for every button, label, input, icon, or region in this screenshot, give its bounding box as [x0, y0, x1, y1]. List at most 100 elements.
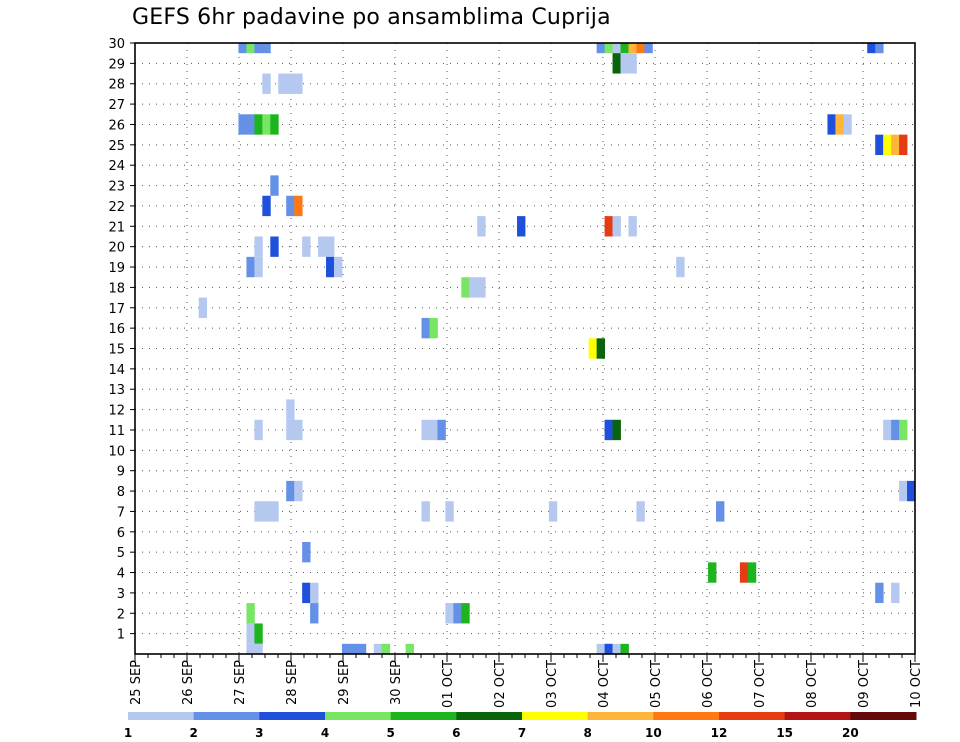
data-cell [596, 338, 605, 359]
data-cell [461, 277, 470, 298]
y-tick-label: 11 [108, 424, 125, 439]
data-cell [604, 643, 613, 654]
data-cell [286, 419, 295, 441]
y-tick-label: 4 [117, 567, 125, 582]
data-cell [644, 43, 653, 54]
data-cell [612, 216, 621, 237]
data-cell [246, 256, 255, 278]
x-tick-label: 06 OCT [701, 660, 716, 708]
data-cell [477, 216, 486, 237]
data-cell [612, 643, 621, 654]
data-cell [899, 134, 908, 156]
y-tick-label: 8 [117, 485, 125, 500]
y-tick-label: 5 [117, 546, 125, 561]
data-cell [246, 43, 255, 54]
x-tick-label: 08 OCT [805, 660, 820, 708]
data-cell [517, 216, 526, 237]
data-cell [294, 419, 303, 441]
data-cell [429, 419, 438, 441]
data-cell [302, 541, 311, 563]
data-cell [278, 73, 287, 94]
data-cell [875, 582, 884, 604]
data-cell [294, 73, 303, 94]
data-cell [254, 623, 263, 644]
cell-layer [198, 43, 915, 654]
data-cell [883, 134, 892, 156]
data-cell [835, 114, 844, 135]
data-cell [286, 73, 295, 94]
data-cell [469, 277, 478, 298]
data-cell [477, 277, 486, 298]
data-cell [286, 195, 295, 217]
data-cell [421, 317, 430, 339]
data-cell [286, 399, 295, 420]
y-tick-label: 16 [108, 322, 125, 337]
data-cell [628, 53, 637, 74]
y-tick-label: 21 [108, 220, 125, 235]
colorbar-label: 20 [842, 726, 859, 740]
data-cell [262, 43, 271, 54]
colorbar-swatch [784, 712, 851, 720]
data-cell [596, 43, 605, 54]
x-tick-label: 05 OCT [649, 660, 664, 708]
x-tick-label: 25 SEP [129, 660, 144, 705]
data-cell [461, 603, 470, 624]
data-cell [604, 419, 613, 441]
y-tick-label: 27 [108, 98, 125, 113]
data-cell [628, 43, 637, 54]
data-cell [891, 134, 900, 156]
data-cell [620, 53, 629, 74]
data-cell [747, 562, 757, 583]
data-cell [596, 643, 605, 654]
data-cell [270, 236, 279, 257]
y-tick-label: 26 [108, 118, 125, 133]
colorbar-label: 7 [518, 726, 526, 740]
y-tick-label: 3 [117, 587, 125, 602]
x-tick-label: 10 OCT [909, 660, 924, 708]
colorbar: 1 2 3 4 5 6 7 8 10 12 15 20 [124, 712, 917, 740]
y-tick-label: 28 [108, 78, 125, 93]
data-cell [262, 501, 271, 522]
data-cell [254, 419, 263, 441]
data-cell [612, 419, 621, 441]
colorbar-label: 8 [583, 726, 591, 740]
colorbar-label: 10 [645, 726, 662, 740]
colorbar-label: 1 [124, 726, 132, 740]
data-cell [333, 256, 343, 278]
data-cell [739, 562, 749, 583]
colorbar-swatch [128, 712, 195, 720]
data-cell [198, 297, 208, 318]
data-cell [246, 603, 255, 624]
data-cell [620, 643, 629, 654]
data-cell [421, 501, 430, 522]
x-tick-label: 03 OCT [545, 660, 560, 708]
y-tick-label: 13 [108, 383, 125, 398]
data-cell [437, 419, 446, 441]
data-cell [708, 562, 717, 583]
data-cell [270, 175, 279, 196]
data-cell [254, 236, 263, 257]
y-tick-label: 23 [108, 180, 125, 195]
y-tick-label: 1 [117, 628, 125, 643]
data-cell [310, 582, 319, 604]
data-cell [891, 582, 900, 604]
colorbar-swatch [259, 712, 326, 720]
data-cell [262, 73, 271, 94]
data-cell [349, 643, 359, 654]
data-cell [262, 114, 271, 135]
colorbar-swatch [390, 712, 457, 720]
data-cell [445, 501, 454, 522]
y-tick-label: 7 [117, 505, 125, 520]
colorbar-label: 15 [776, 726, 793, 740]
data-cell [405, 643, 414, 654]
data-cell [867, 43, 876, 54]
data-cell [716, 501, 725, 522]
y-tick-label: 17 [108, 302, 125, 317]
data-cell [875, 43, 884, 54]
y-tick-label: 10 [108, 444, 125, 459]
data-cell [254, 43, 263, 54]
y-tick-label: 29 [108, 57, 125, 72]
y-tick-label: 2 [117, 607, 125, 622]
data-cell [302, 582, 311, 604]
y-tick-label: 14 [108, 363, 125, 378]
